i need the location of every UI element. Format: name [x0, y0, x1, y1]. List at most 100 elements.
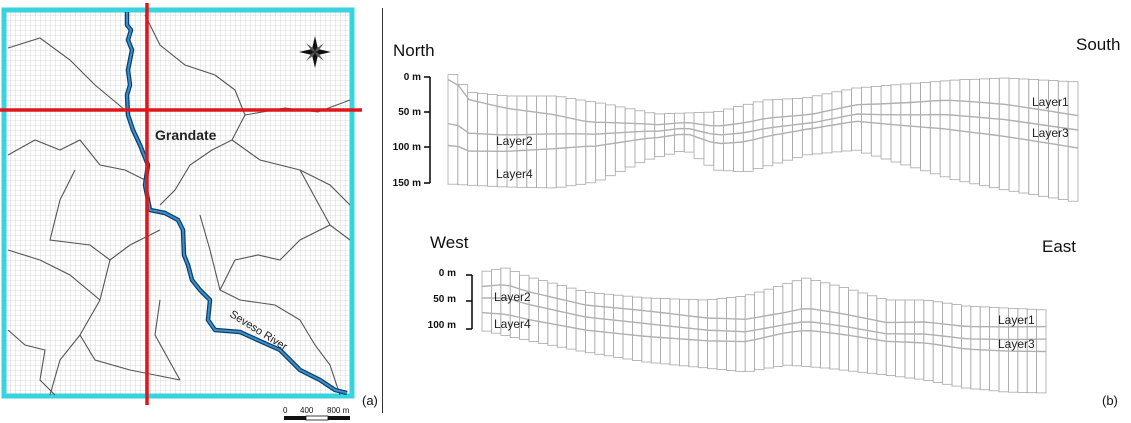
ns-layer3-label: Layer3 [1032, 126, 1069, 140]
we-column [885, 299, 897, 376]
we-column [942, 302, 953, 385]
ns-column [585, 101, 597, 184]
ns-column [447, 74, 459, 185]
ns-column [890, 84, 902, 163]
we-layer2-label: Layer2 [494, 290, 531, 304]
we-column [866, 295, 878, 374]
we-layer4-label: Layer4 [494, 317, 531, 331]
we-column [848, 289, 859, 372]
ns-column [752, 101, 764, 169]
map-frame [1, 7, 355, 399]
we-layer-boundaries [481, 284, 1047, 353]
ns-column [536, 95, 547, 189]
ns-column [565, 98, 577, 187]
we-depth-axis: 0 m 50 m 100 m [428, 268, 473, 331]
ns-column [723, 108, 734, 172]
south-label: South [1076, 35, 1120, 54]
ns-column [792, 98, 803, 158]
ns-column [880, 85, 892, 160]
we-column [819, 282, 831, 369]
ns-column [614, 106, 626, 172]
we-column [754, 291, 765, 371]
ns-section: North South 0 m 50 m 100 m 150 m Layer2 … [393, 35, 1120, 202]
we-column [951, 304, 962, 387]
we-column [613, 294, 624, 358]
ns-column [605, 104, 616, 177]
we-column [594, 292, 605, 355]
scale-tick-400: 400 [300, 406, 314, 415]
ns-column [673, 112, 685, 152]
we-layer3-label: Layer3 [998, 337, 1035, 351]
we-column [528, 277, 539, 343]
we-column [688, 299, 699, 368]
we-column [810, 279, 821, 368]
we-column [829, 284, 840, 370]
we-layer-boundary [481, 297, 1047, 341]
we-section: West East 0 m 50 m 100 m Layer2 Layer4 L… [428, 233, 1076, 394]
ns-column [683, 112, 695, 153]
scale-tick-0: 0 [283, 406, 288, 415]
we-column [556, 285, 567, 348]
scale-bar: 0 400 800 m [283, 406, 350, 421]
ns-layer-boundaries [447, 78, 1079, 153]
ns-column [910, 82, 921, 169]
municipal-boundaries [7, 14, 351, 396]
we-column [857, 292, 868, 373]
ns-column [693, 112, 705, 160]
ns-column [545, 95, 557, 189]
we-column [697, 299, 709, 369]
ns-layer1-label: Layer1 [1032, 95, 1069, 109]
ns-column [801, 97, 813, 156]
we-column [650, 297, 662, 364]
we-layer-boundary [481, 284, 1047, 328]
ns-column [1008, 78, 1020, 192]
we-column [622, 295, 633, 360]
we-column [575, 290, 586, 352]
ns-column [555, 96, 567, 188]
ns-depth-tick-150: 150 m [393, 178, 421, 189]
ns-column [664, 113, 675, 155]
ns-column [654, 113, 665, 158]
we-column [678, 298, 690, 367]
we-column [895, 299, 906, 378]
town-label: Grandate [155, 127, 217, 143]
ns-column [477, 93, 488, 187]
ns-column [900, 83, 911, 166]
we-layer-boundary [481, 311, 1047, 353]
ns-column [870, 86, 882, 157]
seveso-river [124, 12, 348, 396]
ns-column [782, 98, 793, 161]
west-label: West [430, 233, 469, 252]
we-column [707, 298, 718, 370]
we-column [641, 297, 652, 363]
ns-column [821, 93, 833, 154]
ns-column [713, 111, 724, 171]
we-column [547, 282, 558, 346]
we-column [932, 301, 944, 383]
ns-layer-boundary [447, 120, 1079, 153]
ns-column [989, 78, 1000, 189]
sections-panel: North South 0 m 50 m 100 m 150 m Layer2 … [393, 35, 1121, 408]
we-depth-tick-50: 50 m [433, 294, 456, 305]
we-depth-tick-0: 0 m [439, 268, 456, 279]
we-column [961, 305, 972, 389]
we-column [914, 299, 925, 380]
ns-depth-tick-50: 50 m [398, 107, 421, 118]
ns-column [457, 84, 469, 186]
we-column [725, 297, 737, 371]
ns-column [1067, 81, 1079, 202]
ns-depth-tick-100: 100 m [393, 142, 421, 153]
we-column [970, 306, 981, 390]
east-label: East [1042, 237, 1076, 256]
we-layer1-label: Layer1 [998, 313, 1035, 327]
scale-tick-800: 800 m [327, 406, 350, 415]
we-column [979, 306, 991, 391]
ns-column [979, 78, 990, 187]
we-column [537, 280, 549, 344]
we-column [631, 296, 643, 361]
section-lines [0, 3, 362, 405]
we-column [876, 298, 887, 375]
ns-column [595, 102, 606, 181]
ns-layer4-label: Layer4 [496, 167, 533, 181]
ns-column [811, 95, 823, 155]
